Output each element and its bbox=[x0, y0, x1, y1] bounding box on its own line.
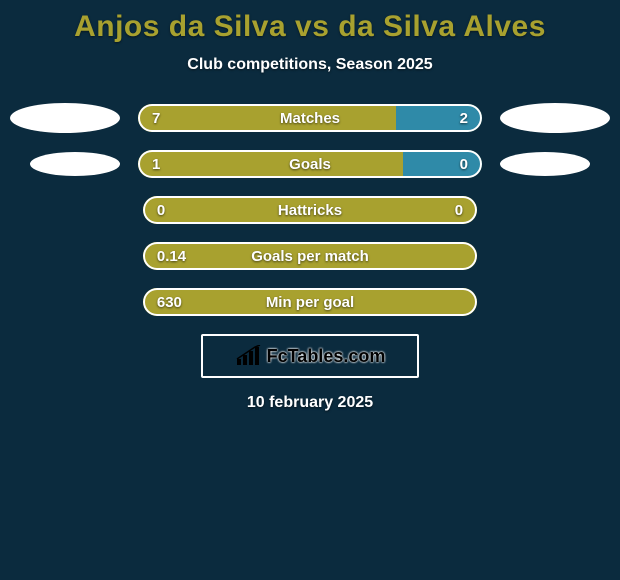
stat-bar: 0.14Goals per match bbox=[143, 242, 477, 270]
player-photo-right bbox=[500, 103, 610, 133]
stats-comparison-card: Anjos da Silva vs da Silva Alves Club co… bbox=[0, 0, 620, 580]
bar-segment-right bbox=[403, 150, 482, 178]
logo-text: FcTables.com bbox=[267, 346, 386, 367]
stat-bar: 72Matches bbox=[138, 104, 482, 132]
value-right: 0 bbox=[455, 196, 463, 224]
bar-segment-right bbox=[396, 104, 482, 132]
stat-row: 630Min per goal bbox=[0, 288, 620, 316]
stat-row: 10Goals bbox=[0, 150, 620, 178]
value-left: 0.14 bbox=[157, 242, 186, 270]
player-photo-left bbox=[30, 152, 120, 176]
stat-bar: 630Min per goal bbox=[143, 288, 477, 316]
stat-bar: 00Hattricks bbox=[143, 196, 477, 224]
value-right: 2 bbox=[460, 104, 468, 132]
page-title: Anjos da Silva vs da Silva Alves bbox=[0, 10, 620, 44]
stat-row: 0.14Goals per match bbox=[0, 242, 620, 270]
player-photo-right bbox=[500, 152, 590, 176]
logo-box: FcTables.com bbox=[201, 334, 419, 378]
barchart-icon bbox=[235, 345, 261, 367]
bar-segment-left bbox=[143, 242, 477, 270]
bar-segment-left bbox=[138, 150, 403, 178]
subtitle: Club competitions, Season 2025 bbox=[0, 56, 620, 74]
bar-segment-left bbox=[138, 104, 396, 132]
value-right: 0 bbox=[460, 150, 468, 178]
stat-row: 00Hattricks bbox=[0, 196, 620, 224]
stat-rows: 72Matches10Goals00Hattricks0.14Goals per… bbox=[0, 104, 620, 316]
value-left: 0 bbox=[157, 196, 165, 224]
player-photo-left bbox=[10, 103, 120, 133]
stat-bar: 10Goals bbox=[138, 150, 482, 178]
bar-segment-left bbox=[143, 288, 477, 316]
value-left: 1 bbox=[152, 150, 160, 178]
value-left: 7 bbox=[152, 104, 160, 132]
value-left: 630 bbox=[157, 288, 182, 316]
stat-row: 72Matches bbox=[0, 104, 620, 132]
bar-segment-left bbox=[143, 196, 477, 224]
date-label: 10 february 2025 bbox=[0, 394, 620, 412]
